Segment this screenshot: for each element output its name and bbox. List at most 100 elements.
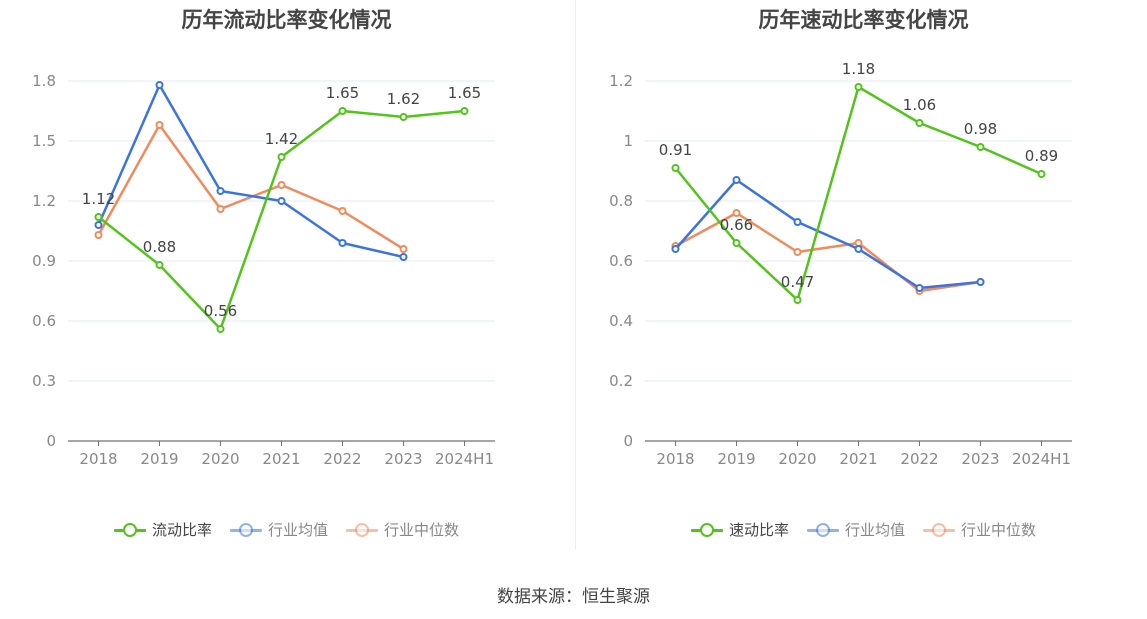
data-point	[94, 213, 103, 221]
data-point	[793, 248, 802, 256]
series-line	[97, 83, 404, 259]
legend-item[interactable]: 速动比率	[690, 519, 789, 540]
data-label: 1.18	[842, 60, 875, 78]
data-point	[277, 153, 286, 161]
current-ratio-chart: 0 0.3 0.6 0.9 1.2 1.5 1.8 2018 2019 2020 2021 2022 2…	[32, 72, 495, 468]
y-tick-label: 0.6	[609, 252, 633, 270]
x-tick-label: 2020	[778, 450, 816, 468]
series-line	[674, 85, 1043, 302]
data-point	[338, 107, 347, 115]
x-tick-label: 2024H1	[435, 450, 494, 468]
legend-item[interactable]: 流动比率	[113, 519, 212, 540]
data-point	[216, 325, 225, 333]
legend-item[interactable]: 行业中位数	[346, 519, 459, 540]
data-point	[155, 81, 164, 89]
data-point	[216, 205, 225, 213]
chart-legend: 流动比率 行业均值 行业中位数	[0, 519, 573, 540]
data-point	[854, 245, 863, 253]
data-label: 0.56	[204, 302, 237, 320]
data-point	[793, 218, 802, 226]
y-tick-label: 1.2	[609, 72, 633, 90]
series-line	[674, 211, 981, 293]
y-tick-label: 1.5	[32, 132, 56, 150]
legend-line-icon	[690, 522, 723, 538]
legend-line-icon	[229, 522, 262, 538]
y-tick-label: 0.8	[609, 192, 633, 210]
quick-ratio-chart: 0 0.2 0.4 0.6 0.8 1 1.2 2018 2019 2020 2021 2022 202…	[609, 60, 1072, 468]
legend-line-icon	[346, 522, 378, 538]
legend-dot	[932, 522, 946, 537]
data-point	[155, 261, 164, 269]
data-label: 0.88	[143, 238, 176, 256]
data-point	[915, 119, 924, 127]
legend-dot	[355, 522, 369, 537]
x-tick-label: 2024H1	[1012, 450, 1071, 468]
x-tick-label: 2023	[961, 450, 999, 468]
data-label: 0.89	[1025, 147, 1058, 165]
legend-item[interactable]: 行业均值	[229, 519, 328, 540]
data-label: 0.91	[659, 141, 692, 159]
y-tick-label: 1.2	[32, 192, 56, 210]
legend-item[interactable]: 行业中位数	[923, 519, 1036, 540]
data-point	[732, 239, 741, 247]
data-point	[671, 164, 680, 172]
data-point	[1037, 170, 1046, 178]
legend-label: 行业均值	[844, 521, 905, 539]
data-point	[216, 187, 225, 195]
data-point	[399, 113, 408, 121]
legend-item[interactable]: 行业均值	[806, 519, 905, 540]
data-point	[399, 253, 408, 261]
data-point	[732, 209, 741, 217]
y-tick-label: 0.3	[32, 372, 56, 390]
legend-dot	[122, 522, 137, 537]
data-point	[915, 284, 924, 292]
legend-label: 速动比率	[728, 521, 789, 539]
data-point	[976, 278, 985, 286]
x-tick-label: 2021	[839, 450, 877, 468]
legend-label: 行业中位数	[384, 521, 460, 539]
data-point	[338, 207, 347, 215]
x-tick-label: 2019	[717, 450, 755, 468]
quick-ratio-panel: 历年速动比率变化情况 0 0.2 0.4 0.6 0.8 1 1.2 2018 2019 2020…	[577, 0, 1147, 560]
x-tick-label: 2018	[79, 450, 117, 468]
data-source-note: 数据来源：恒生聚源	[497, 587, 650, 607]
y-tick-label: 1	[623, 132, 633, 150]
legend-line-icon	[113, 522, 146, 538]
data-label: 1.65	[448, 84, 481, 102]
series-line	[674, 178, 981, 290]
x-tick-label: 2021	[262, 450, 300, 468]
y-tick-label: 0	[623, 432, 633, 450]
data-label: 1.12	[82, 190, 115, 208]
y-tick-label: 0	[46, 432, 56, 450]
data-label: 1.42	[265, 130, 298, 148]
chart-legend: 速动比率 行业均值 行业中位数	[577, 519, 1147, 540]
data-label: 1.65	[326, 84, 359, 102]
legend-dot	[815, 522, 830, 537]
data-point	[732, 176, 741, 184]
y-tick-label: 1.8	[32, 72, 56, 90]
series-line	[97, 123, 405, 251]
data-label: 0.98	[964, 120, 997, 138]
data-point	[94, 221, 103, 229]
data-point	[155, 121, 164, 129]
panel-divider	[575, 0, 576, 550]
x-tick-label: 2022	[323, 450, 361, 468]
data-label: 1.62	[387, 90, 420, 108]
current-ratio-panel: 历年流动比率变化情况 0 0.3 0.6 0.9 1.2 1.5 1.8 2018 2019 20…	[0, 0, 573, 560]
x-tick-label: 2018	[656, 450, 694, 468]
legend-dot	[238, 522, 253, 537]
legend-label: 行业均值	[267, 521, 328, 539]
data-point	[399, 245, 408, 253]
data-point	[671, 245, 680, 253]
legend-label: 行业中位数	[961, 521, 1037, 539]
data-point	[338, 239, 347, 247]
legend-line-icon	[923, 522, 955, 538]
data-point	[277, 181, 286, 189]
x-tick-label: 2023	[384, 450, 422, 468]
legend-line-icon	[806, 522, 839, 538]
data-label: 1.06	[903, 96, 936, 114]
data-point	[460, 107, 469, 115]
chart-title: 历年流动比率变化情况	[181, 8, 392, 32]
y-tick-label: 0.2	[609, 372, 633, 390]
data-point	[793, 296, 802, 304]
